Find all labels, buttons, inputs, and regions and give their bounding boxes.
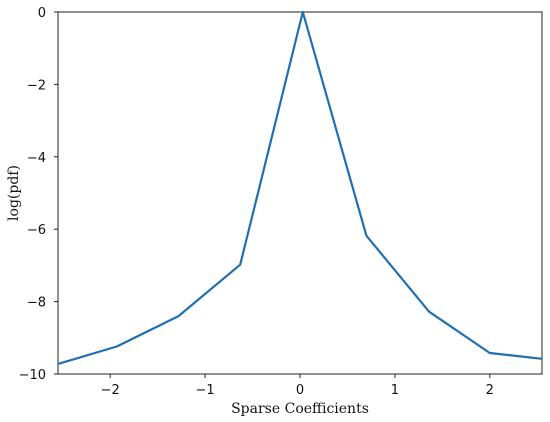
plot-frame bbox=[57, 11, 543, 375]
x-axis-ticks: −2 −1 0 1 2 bbox=[101, 374, 494, 398]
x-tick-label: −1 bbox=[196, 383, 215, 398]
y-tick-label: 0 bbox=[38, 6, 46, 21]
y-tick-label: −2 bbox=[27, 78, 46, 93]
x-tick-label: 2 bbox=[486, 383, 494, 398]
x-axis-label: Sparse Coefficients bbox=[231, 401, 369, 417]
y-tick-label: −10 bbox=[19, 368, 46, 383]
x-tick-label: 1 bbox=[391, 383, 399, 398]
y-tick-label: −8 bbox=[27, 296, 46, 311]
x-tick-label: 0 bbox=[296, 383, 304, 398]
x-tick-label: −2 bbox=[101, 383, 120, 398]
series-layer bbox=[57, 10, 543, 365]
y-tick-label: −4 bbox=[27, 151, 46, 166]
y-axis-label: log(pdf) bbox=[6, 165, 22, 221]
y-tick-label: −6 bbox=[27, 223, 46, 238]
series-line-0 bbox=[57, 10, 543, 365]
y-axis-ticks: 0 −2 −4 −6 −8 −10 bbox=[19, 6, 58, 383]
